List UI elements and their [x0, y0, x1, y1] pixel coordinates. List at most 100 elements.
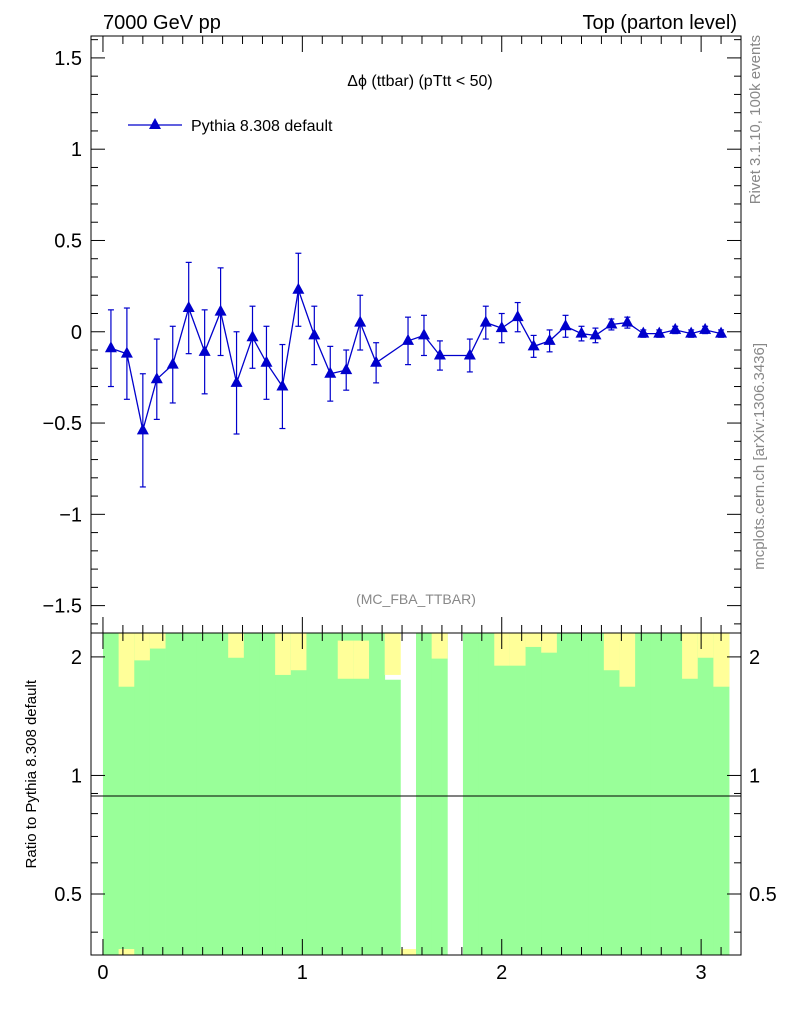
ratio-band-outer — [384, 633, 401, 675]
ratio-band-outer — [619, 633, 636, 687]
ratio-band-outer-low — [400, 949, 416, 955]
y-tick-label: 1 — [71, 139, 82, 161]
ratio-band-inner — [322, 633, 339, 955]
data-point — [260, 355, 273, 367]
data-point — [653, 326, 666, 338]
data-point — [120, 346, 133, 358]
ratio-band-inner — [713, 633, 730, 955]
ratio-band-inner — [462, 633, 480, 955]
x-tick-label: 1 — [297, 962, 308, 984]
main-panel: −1.5 −1 −0.5 0 0.5 1 1.5 Δϕ (ttbar) (pTtt < 50… — [43, 35, 742, 634]
ratio-band-inner — [369, 633, 386, 955]
data-point — [495, 321, 508, 333]
plot-title: Δϕ (ttbar) (pTtt < 50) — [347, 73, 492, 90]
ratio-band-outer-low — [118, 949, 135, 955]
ratio-band-inner — [275, 633, 292, 955]
data-point — [150, 372, 163, 384]
x-tick-label: 2 — [496, 962, 507, 984]
ratio-band-outer — [337, 640, 354, 679]
ratio-y-tick-label-right: 0.5 — [749, 884, 777, 906]
data-point — [699, 322, 712, 334]
data-point — [463, 348, 476, 360]
data-point — [669, 322, 682, 334]
ratio-band-inner — [556, 633, 573, 955]
ratio-band-inner — [416, 633, 433, 955]
ratio-band-inner — [196, 633, 213, 955]
ratio-band-outer — [134, 633, 151, 661]
ratio-y-tick-label-right: 2 — [749, 647, 760, 669]
y-tick-label: −1.5 — [43, 596, 82, 618]
data-point — [182, 301, 195, 313]
y-tick-label: −1 — [59, 504, 82, 526]
ratio-y-tick-label: 1 — [71, 765, 82, 787]
ratio-band-inner — [259, 633, 276, 955]
data-point — [543, 333, 556, 345]
data-point — [621, 315, 634, 327]
ratio-band-inner — [478, 633, 495, 955]
ratio-band-inner — [509, 633, 526, 955]
ratio-band-inner — [306, 633, 323, 955]
main-ticks: −1.5 −1 −0.5 0 0.5 1 1.5 — [43, 36, 741, 633]
data-point — [527, 339, 540, 351]
header-right: Top (parton level) — [582, 12, 737, 34]
ratio-band-outer — [682, 633, 699, 679]
data-point — [198, 344, 211, 356]
ratio-band-outer — [603, 633, 620, 671]
data-point — [715, 326, 728, 338]
ratio-band-inner — [212, 633, 229, 955]
ratio-band-inner — [635, 633, 652, 955]
data-point — [292, 282, 305, 294]
ratio-band-outer — [509, 633, 526, 666]
data-point — [559, 319, 572, 331]
series-line — [110, 289, 722, 431]
x-tick-label: 0 — [97, 962, 108, 984]
ratio-panel: 0.5 0.5 1 1 2 2 0 1 2 3 Ratio to Pythia 8.308 def… — [23, 632, 777, 984]
ratio-ticks: 0.5 0.5 1 1 2 2 0 1 2 3 — [54, 633, 777, 984]
ratio-band-inner — [682, 633, 699, 955]
ratio-band-outer — [713, 633, 730, 687]
y-tick-label: 0 — [71, 322, 82, 344]
ratio-band-outer — [275, 633, 292, 675]
ratio-band-inner — [572, 633, 589, 955]
legend: Pythia 8.308 default — [128, 118, 333, 135]
ratio-band-inner — [181, 633, 198, 955]
data-point — [308, 328, 321, 340]
ratio-band-inner — [541, 633, 558, 955]
main-data — [104, 252, 728, 488]
ratio-band-inner — [134, 633, 151, 955]
ratio-band-inner — [603, 633, 620, 955]
y-tick-label: −0.5 — [43, 413, 82, 435]
data-point — [637, 326, 650, 338]
ratio-band-inner — [243, 633, 260, 955]
ratio-bands — [102, 633, 730, 955]
ratio-band-inner — [228, 633, 245, 955]
ratio-y-tick-label: 0.5 — [54, 884, 82, 906]
ratio-band-outer — [149, 633, 166, 649]
legend-label: Pythia 8.308 default — [191, 118, 333, 135]
data-point — [370, 355, 383, 367]
rivet-label: Rivet 3.1.10, 100k events — [747, 35, 764, 204]
data-point — [340, 363, 353, 375]
ratio-band-outer — [353, 640, 370, 679]
ratio-band-inner — [102, 633, 120, 955]
data-point — [246, 330, 259, 342]
ratio-band-inner — [619, 633, 636, 955]
legend-marker — [149, 118, 161, 129]
ratio-ylabel: Ratio to Pythia 8.308 default — [23, 679, 40, 868]
ratio-band-inner — [666, 633, 683, 955]
ratio-band-inner — [290, 633, 307, 955]
ratio-band-inner — [697, 633, 714, 955]
data-point — [605, 317, 618, 329]
ratio-band-inner — [337, 633, 354, 955]
ratio-band-outer — [525, 633, 542, 647]
ratio-band-inner — [650, 633, 667, 955]
data-point — [276, 379, 289, 391]
data-point — [417, 328, 430, 340]
data-point — [685, 326, 698, 338]
data-point — [104, 341, 117, 353]
data-point — [166, 357, 179, 369]
ratio-band-outer — [290, 633, 307, 671]
analysis-watermark: (MC_FBA_TTBAR) — [356, 591, 476, 607]
data-point — [354, 315, 367, 327]
